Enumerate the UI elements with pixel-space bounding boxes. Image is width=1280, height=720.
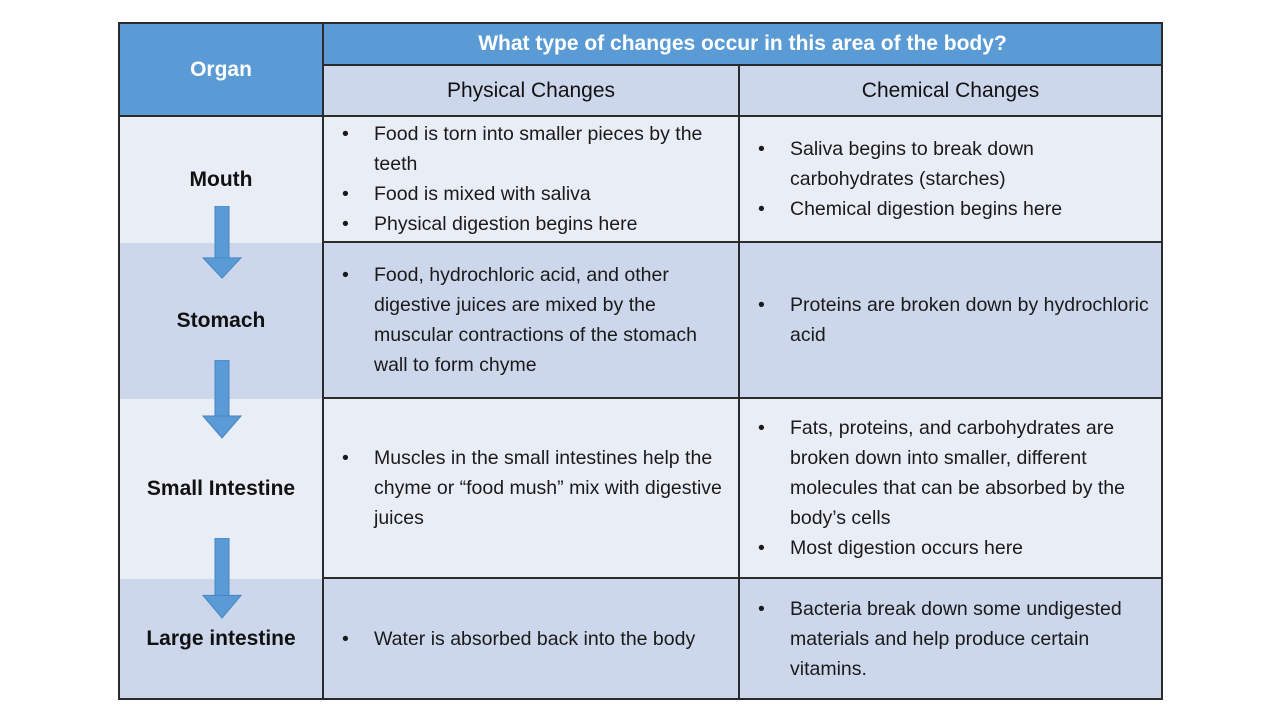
physical-cell-mouth: Food is torn into smaller pieces by the … [324,117,740,243]
physical-changes-label: Physical Changes [446,78,616,102]
organ-header-label: Organ [190,57,252,81]
organ-label-mouth: Mouth [189,168,253,191]
chemical-cell-small-intestine: Fats, proteins, and carbohydrates are br… [740,399,1161,579]
chemical-cell-mouth: Saliva begins to break down carbohydrate… [740,117,1161,243]
physical-changes-header-cell: Physical Changes [324,66,740,117]
digestion-changes-table: Organ What type of changes occur in this… [118,22,1163,700]
bullet-item: Saliva begins to break down carbohydrate… [754,134,1155,194]
changes-question-cell: What type of changes occur in this area … [324,24,1161,66]
bullet-item: Most digestion occurs here [754,533,1155,563]
bullet-item: Water is absorbed back into the body [338,624,732,654]
bullet-item: Food is torn into smaller pieces by the … [338,119,732,179]
bullet-item: Proteins are broken down by hydrochloric… [754,290,1155,350]
down-arrow-icon [200,360,244,440]
chemical-cell-stomach: Proteins are broken down by hydrochloric… [740,243,1161,399]
chemical-changes-label: Chemical Changes [861,78,1040,102]
bullet-item: Bacteria break down some undigested mate… [754,594,1155,684]
bullet-item: Food, hydrochloric acid, and other diges… [338,260,732,380]
down-arrow-icon [200,206,244,280]
chemical-changes-header-cell: Chemical Changes [740,66,1161,117]
chemical-cell-large-intestine: Bacteria break down some undigested mate… [740,579,1161,698]
changes-question-label: What type of changes occur in this area … [478,32,1007,55]
organ-label-large-intestine: Large intestine [146,626,296,650]
physical-cell-large-intestine: Water is absorbed back into the body [324,579,740,698]
bullet-item: Food is mixed with saliva [338,179,732,209]
bullet-item: Fats, proteins, and carbohydrates are br… [754,413,1155,533]
organ-label-stomach: Stomach [176,309,266,332]
bullet-item: Muscles in the small intestines help the… [338,443,732,533]
down-arrow-icon [200,538,244,620]
organ-header-cell: Organ [120,24,324,117]
physical-cell-small-intestine: Muscles in the small intestines help the… [324,399,740,579]
bullet-item: Chemical digestion begins here [754,194,1155,224]
organ-label-small-intestine: Small Intestine [146,477,296,500]
physical-cell-stomach: Food, hydrochloric acid, and other diges… [324,243,740,399]
bullet-item: Physical digestion begins here [338,209,732,239]
